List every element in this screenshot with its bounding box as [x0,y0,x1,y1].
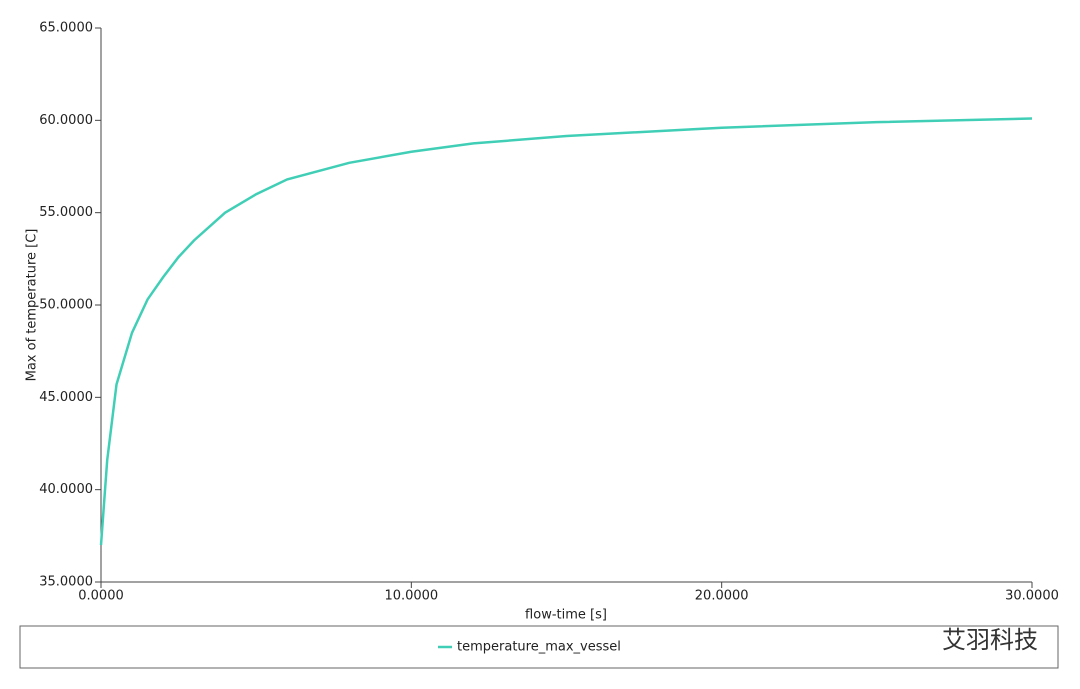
legend-box [19,625,1059,669]
x-tick-label: 10.0000 [384,589,438,604]
y-tick-label: 40.0000 [39,482,93,497]
x-tick-label: 20.0000 [695,589,749,604]
watermark: 艾羽科技 [942,626,1038,654]
y-tick-label: 45.0000 [39,390,93,405]
y-tick-label: 65.0000 [39,21,93,36]
y-tick-label: 50.0000 [39,298,93,313]
x-axis-label: flow-time [s] [525,608,607,623]
x-tick-label: 0.0000 [78,589,124,604]
x-tick-label: 30.0000 [1005,589,1059,604]
y-tick-label: 60.0000 [39,113,93,128]
y-tick-label: 35.0000 [39,575,93,590]
legend-label: temperature_max_vessel [457,640,621,655]
y-axis-label: Max of temperature [C] [25,229,40,382]
data-line [99,117,1033,546]
y-tick-label: 55.0000 [39,205,93,220]
